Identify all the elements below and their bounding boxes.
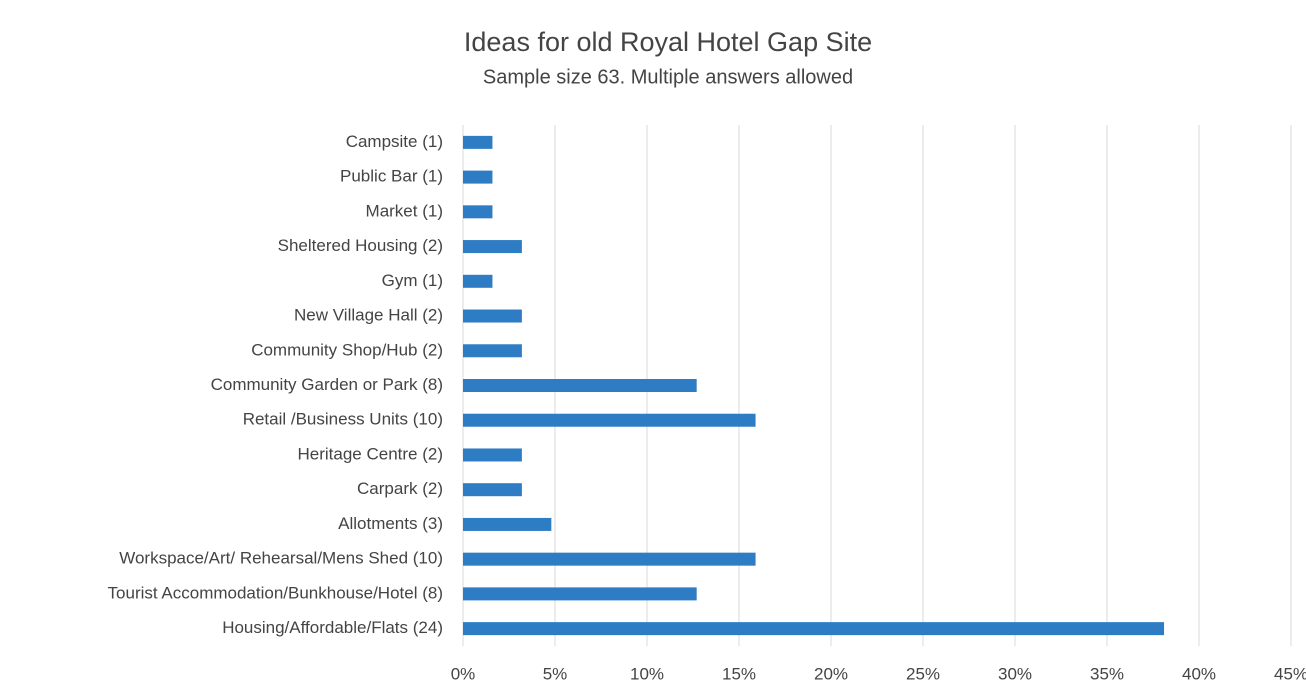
bar — [463, 344, 522, 358]
y-tick-label: Housing/Affordable/Flats (24) — [222, 618, 443, 637]
bar — [463, 622, 1165, 636]
x-tick-label: 5% — [543, 664, 568, 683]
x-tick-label: 30% — [998, 664, 1032, 683]
y-tick-label: Heritage Centre (2) — [297, 444, 443, 463]
bar — [463, 483, 522, 497]
y-tick-label: Public Bar (1) — [340, 167, 443, 186]
x-tick-label: 40% — [1182, 664, 1216, 683]
bar — [463, 552, 756, 566]
x-tick-label: 15% — [722, 664, 756, 683]
chart-subtitle: Sample size 63. Multiple answers allowed — [483, 66, 853, 88]
bar — [463, 274, 493, 288]
x-tick-label: 45% — [1274, 664, 1306, 683]
bar — [463, 135, 493, 149]
y-tick-label: Carpark (2) — [357, 479, 443, 498]
y-tick-label: Workspace/Art/ Rehearsal/Mens Shed (10) — [119, 549, 443, 568]
x-tick-label: 20% — [814, 664, 848, 683]
x-tick-label: 10% — [630, 664, 664, 683]
bar — [463, 170, 493, 184]
bar — [463, 587, 697, 601]
x-tick-label: 25% — [906, 664, 940, 683]
chart-title: Ideas for old Royal Hotel Gap Site — [464, 27, 872, 57]
bar — [463, 309, 522, 323]
bar — [463, 240, 522, 254]
y-tick-label: Campsite (1) — [346, 132, 443, 151]
x-tick-label: 35% — [1090, 664, 1124, 683]
y-tick-label: Community Garden or Park (8) — [211, 375, 443, 394]
bar — [463, 205, 493, 219]
x-tick-label: 0% — [451, 664, 476, 683]
y-tick-label: New Village Hall (2) — [294, 306, 443, 325]
bar — [463, 448, 522, 462]
y-tick-label: Market (1) — [366, 201, 443, 220]
y-tick-label: Gym (1) — [382, 271, 443, 290]
y-tick-label: Sheltered Housing (2) — [278, 236, 443, 255]
y-tick-label: Community Shop/Hub (2) — [251, 340, 443, 359]
bar — [463, 517, 552, 531]
y-tick-label: Tourist Accommodation/Bunkhouse/Hotel (8… — [108, 583, 443, 602]
y-tick-label: Allotments (3) — [338, 514, 443, 533]
bar — [463, 379, 697, 392]
y-tick-label: Retail /Business Units (10) — [243, 410, 443, 429]
bar — [463, 413, 756, 427]
